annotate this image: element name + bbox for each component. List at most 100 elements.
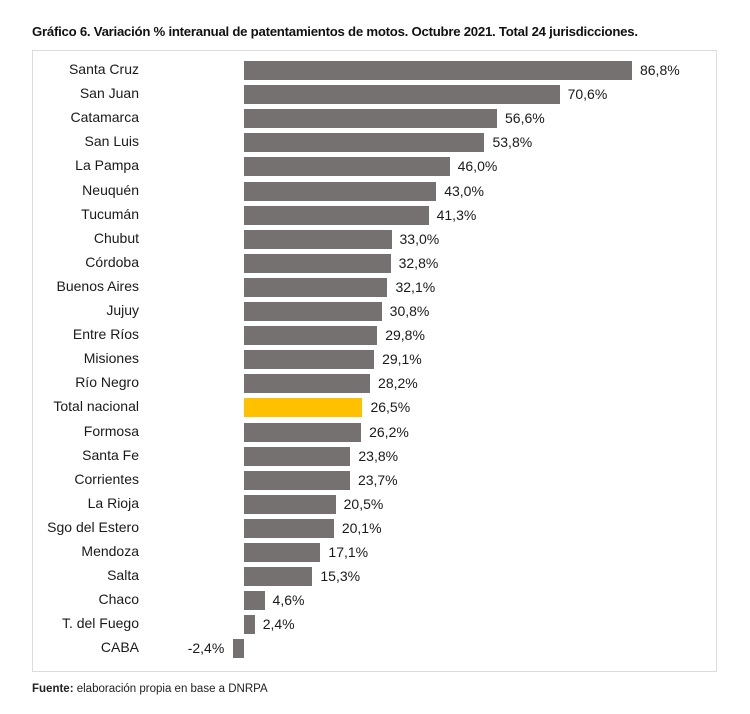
bar (244, 470, 350, 490)
value-label: 26,5% (370, 399, 411, 416)
value-label: 20,1% (341, 519, 382, 536)
value-label: 53,8% (492, 134, 533, 151)
category-label: San Juan (79, 85, 139, 102)
bar (244, 302, 382, 321)
bar (244, 422, 362, 442)
value-label: 17,1% (328, 544, 369, 560)
value-label: 56,6% (505, 110, 545, 127)
category-label: Mendoza (81, 543, 139, 559)
bar-row: Jujuy 30,8% (0, 300, 750, 324)
bar (244, 326, 378, 346)
bar (244, 518, 334, 538)
bar (244, 591, 265, 611)
category-label: Tucumán (81, 205, 139, 222)
bar (244, 350, 375, 370)
chart-frame (32, 50, 717, 672)
value-label: 30,8% (389, 303, 430, 319)
category-label: San Luis (84, 133, 139, 150)
value-label: 46,0% (457, 158, 498, 175)
bar-row: Santa Cruz 86,8% (0, 59, 750, 83)
bar (244, 374, 371, 394)
source-text: elaboración propia en base a DNRPA (73, 683, 268, 695)
category-label: T. del Fuego (61, 615, 139, 632)
value-label: 2,4% (262, 616, 295, 633)
bar-row: Catamarca 56,6% (0, 107, 750, 131)
source-note: Fuente: elaboración propia en base a DNR… (32, 683, 268, 695)
bar-row: La Pampa 46,0% (0, 155, 750, 179)
category-label: Chubut (93, 229, 139, 246)
category-label: La Pampa (75, 157, 139, 174)
category-label: CABA (100, 639, 139, 656)
bar-row: Sgo del Estero 20,1% (0, 517, 750, 541)
bar (244, 157, 450, 177)
bar (244, 567, 313, 587)
category-label: Corrientes (74, 470, 139, 487)
category-label: Buenos Aires (56, 277, 140, 294)
bar (233, 639, 244, 659)
bar-row: La Rioja 20,5% (0, 493, 750, 517)
value-label: 15,3% (320, 568, 361, 585)
category-label: Neuquén (82, 181, 139, 198)
value-label: 41,3% (436, 206, 477, 223)
bar-row: Salta 15,3% (0, 565, 750, 589)
bar-row: Córdoba 32,8% (0, 252, 750, 276)
category-label: Chaco (98, 591, 139, 608)
value-label: 20,5% (343, 495, 384, 512)
value-label: 4,6% (272, 592, 305, 609)
category-label: Total nacional (53, 398, 139, 415)
category-label: La Rioja (87, 494, 139, 511)
bar-row: Mendoza 17,1% (0, 541, 750, 565)
category-label: Córdoba (85, 253, 139, 270)
bar (244, 85, 560, 105)
value-label: 33,0% (399, 230, 440, 247)
bar (244, 543, 321, 562)
bar-row: Neuquén 43,0% (0, 180, 750, 204)
bar (244, 253, 391, 273)
bar-row: CABA -2,4% (0, 637, 750, 661)
value-label: 28,2% (378, 375, 418, 392)
bar (244, 109, 497, 129)
category-label: Misiones (83, 350, 139, 367)
highlight-bar (244, 398, 363, 418)
category-label: Santa Fe (82, 446, 139, 463)
category-label: Río Negro (75, 374, 139, 391)
value-label: 86,8% (639, 62, 680, 78)
chart-title: Gráfico 6. Variación % interanual de pat… (32, 24, 638, 39)
bar (244, 61, 632, 80)
bar-row: Río Negro 28,2% (0, 372, 750, 396)
bar-row: Misiones 29,1% (0, 348, 750, 372)
category-label: Santa Cruz (68, 61, 139, 77)
source-label: Fuente: (32, 683, 74, 695)
bar-row: T. del Fuego 2,4% (0, 613, 750, 637)
bar (244, 229, 392, 249)
bar-row: Tucumán 41,3% (0, 204, 750, 228)
bar-row: Chaco 4,6% (0, 589, 750, 613)
bar-row: Santa Fe 23,8% (0, 445, 750, 469)
bar-row: Buenos Aires 32,1% (0, 276, 750, 300)
bar-row: Chubut 33,0% (0, 228, 750, 252)
bar-row: Entre Ríos 29,8% (0, 324, 750, 348)
value-label: 23,7% (357, 471, 398, 488)
category-label: Sgo del Estero (47, 518, 139, 535)
value-label: 32,8% (398, 254, 439, 271)
bar (244, 205, 429, 225)
bar (244, 446, 351, 466)
bar (244, 181, 437, 201)
value-label: 29,1% (382, 351, 422, 368)
bar-row: Corrientes 23,7% (0, 469, 750, 493)
bar (244, 494, 336, 514)
category-label: Entre Ríos (72, 326, 139, 343)
value-label: 26,2% (369, 423, 409, 440)
category-label: Catamarca (70, 109, 139, 126)
value-label: 32,1% (395, 278, 436, 295)
category-label: Jujuy (106, 302, 139, 318)
category-label: Formosa (83, 422, 139, 439)
bar (244, 277, 388, 297)
bar-row: Formosa 26,2% (0, 421, 750, 445)
bar-row: Total nacional 26,5% (0, 396, 750, 420)
value-label: 29,8% (385, 327, 425, 344)
value-label: -2,4% (187, 640, 225, 657)
bar (244, 615, 255, 635)
value-label: 23,8% (358, 447, 399, 464)
bar-row: San Juan 70,6% (0, 83, 750, 107)
